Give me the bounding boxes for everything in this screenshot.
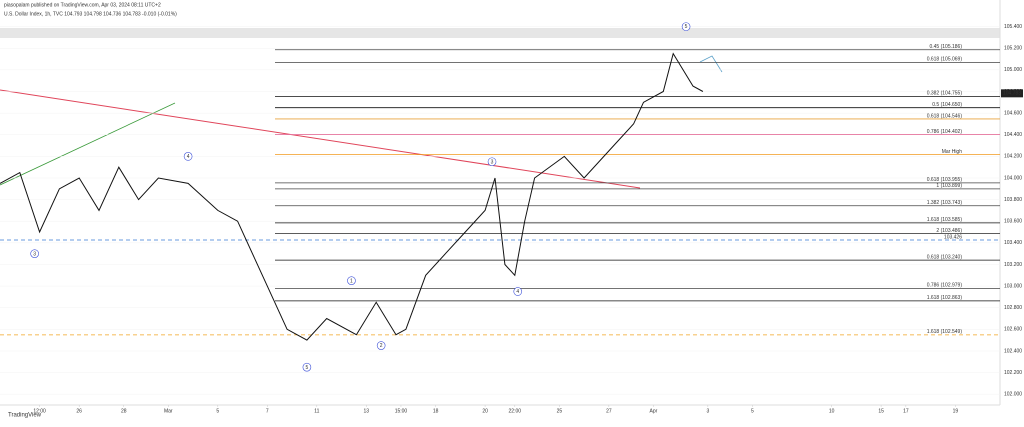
level-label: 1 (103.899) [936, 183, 962, 189]
wave-label: 4 [516, 289, 519, 295]
x-tick-label: 18 [433, 408, 439, 414]
level-label: 0.786 (104.402) [927, 129, 963, 135]
wave-label: 5 [685, 24, 688, 30]
x-tick-label: 13 [364, 408, 370, 414]
level-label: 0.618 (105.069) [927, 57, 963, 63]
level-label: 0.786 (102.979) [927, 283, 963, 289]
x-tick-label: Mar [164, 408, 173, 414]
x-tick-label: 11 [314, 408, 319, 414]
wave-marker [376, 341, 386, 350]
y-tick-label: 103.400 [1004, 240, 1022, 246]
wave-label: 2 [380, 343, 383, 349]
y-tick-label: 102.800 [1004, 305, 1022, 311]
last-price-label: 104.783 [1003, 91, 1021, 97]
trend-line [0, 89, 641, 189]
x-tick-label: 5 [751, 408, 754, 414]
y-tick-label: 102.000 [1004, 392, 1022, 398]
x-tick-label: 7 [266, 408, 269, 414]
y-tick-label: 103.800 [1004, 197, 1022, 203]
wave-marker [30, 249, 39, 258]
y-tick-label: 104.200 [1004, 154, 1022, 160]
x-tick-label: 17 [903, 408, 909, 414]
level-label: 1.618 (102.549) [927, 329, 963, 335]
wave-marker [347, 276, 356, 285]
level-label: 2 (103.486) [936, 228, 962, 234]
level-label: 0.618 (103.240) [927, 254, 963, 260]
x-tick-label: 12:00 [33, 408, 46, 414]
x-tick-label: 22:00 [509, 408, 522, 414]
level-label: 0.618 (103.955) [927, 177, 963, 183]
footer: TradingView [8, 413, 42, 419]
wave-marker [681, 22, 691, 31]
x-tick-label: 28 [121, 408, 127, 414]
y-tick-label: 105.200 [1004, 46, 1022, 52]
level-label: 0.382 (104.755) [927, 91, 963, 97]
y-tick-label: 103.200 [1004, 262, 1022, 268]
y-tick-label: 102.400 [1004, 348, 1022, 354]
price-line [0, 52, 704, 341]
level-label: 0.5 (104.650) [932, 102, 962, 108]
projection [699, 55, 723, 73]
y-tick-label: 102.600 [1004, 327, 1022, 333]
x-tick-label: 15:00 [395, 408, 408, 414]
wave-marker [487, 157, 497, 167]
header: U.S. Dollar Index, 1h, TVC 104.793 104.7… [4, 11, 177, 17]
x-tick-label: Apr [650, 408, 658, 414]
y-tick-label: 105.400 [1004, 24, 1022, 30]
y-tick-label: 103.000 [1004, 283, 1022, 289]
y-tick-label: 104.000 [1004, 175, 1022, 181]
wave-label: 3 [33, 251, 36, 257]
y-tick-label: 104.400 [1004, 132, 1022, 138]
x-tick-label: 20 [482, 408, 488, 414]
level-label: Mar High [942, 149, 963, 155]
level-label: 0.618 (104.546) [927, 113, 963, 119]
level-label: 1.618 (102.863) [927, 295, 963, 301]
x-tick-label: 3 [706, 408, 709, 414]
trend-line [0, 102, 176, 186]
wave-marker [513, 287, 523, 296]
x-tick-label: 27 [606, 408, 612, 414]
y-tick-label: 105.000 [1004, 67, 1022, 73]
y-tick-label: 103.600 [1004, 219, 1022, 225]
x-tick-label: 26 [76, 408, 82, 414]
level-label: 0.45 (105.186) [929, 44, 962, 50]
wave-label: 5 [306, 365, 309, 371]
last-price-box [1001, 89, 1023, 98]
banner [0, 28, 1000, 38]
x-tick-label: 25 [557, 408, 563, 414]
level-label: 1.382 (103.743) [927, 200, 963, 206]
wave-marker [183, 152, 193, 161]
y-tick-label: 102.200 [1004, 370, 1022, 376]
y-tick-label: 104.600 [1004, 110, 1022, 116]
x-tick-label: 5 [216, 408, 219, 414]
level-label: 1.618 (103.585) [927, 217, 963, 223]
x-tick-label: 15 [878, 408, 884, 414]
wave-label: 4 [187, 154, 190, 160]
wave-marker [302, 362, 312, 372]
published: piasopalam published on TradingView.com,… [4, 2, 161, 8]
wave-label: 3 [491, 159, 494, 165]
level-label: 103.426 [944, 234, 962, 240]
wave-label: 1 [350, 278, 353, 284]
x-tick-label: 19 [953, 408, 959, 414]
x-tick-label: 10 [829, 408, 835, 414]
